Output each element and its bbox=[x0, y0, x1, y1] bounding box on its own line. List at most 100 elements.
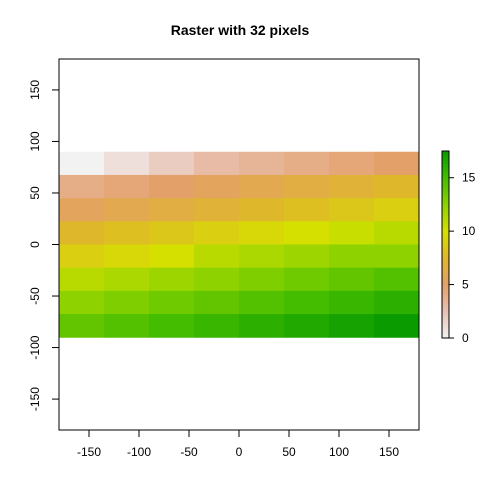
raster-cell bbox=[104, 290, 150, 315]
legend-swatch bbox=[442, 325, 449, 330]
legend-swatch bbox=[442, 316, 449, 320]
raster-cell bbox=[59, 221, 105, 245]
raster-cell bbox=[374, 198, 420, 222]
legend-swatch bbox=[442, 166, 449, 171]
raster-cell bbox=[329, 198, 375, 222]
legend-swatch bbox=[442, 188, 449, 193]
raster-cell bbox=[104, 267, 150, 292]
legend-swatch bbox=[442, 151, 449, 155]
legend-swatch bbox=[442, 219, 449, 224]
raster-cell bbox=[59, 244, 105, 269]
legend-frame bbox=[441, 150, 450, 339]
legend-swatch bbox=[442, 309, 449, 314]
x-tick-label: 50 bbox=[282, 445, 296, 459]
raster-cell bbox=[149, 290, 195, 315]
legend-swatch bbox=[442, 253, 449, 258]
raster-cell bbox=[194, 174, 240, 199]
raster-cell bbox=[284, 221, 330, 245]
legend-swatch bbox=[442, 185, 449, 189]
raster-cell bbox=[59, 267, 105, 292]
legend-swatch bbox=[442, 157, 449, 161]
raster-cell bbox=[149, 221, 195, 245]
legend-swatch bbox=[442, 291, 449, 295]
raster-cell bbox=[239, 290, 285, 315]
y-tick-label: -100 bbox=[28, 335, 42, 359]
raster-cell bbox=[329, 151, 375, 176]
legend-swatch bbox=[442, 207, 449, 211]
y-tick-label: 150 bbox=[28, 80, 42, 100]
legend-swatch bbox=[442, 266, 449, 270]
raster-cell bbox=[329, 290, 375, 315]
raster-cell bbox=[284, 151, 330, 176]
raster-cell bbox=[284, 290, 330, 315]
legend-tick-label: 5 bbox=[462, 278, 469, 292]
legend-swatch bbox=[442, 275, 449, 280]
raster-cell bbox=[59, 314, 105, 338]
legend-swatch bbox=[442, 303, 449, 308]
raster-cell bbox=[374, 290, 420, 315]
raster-cell bbox=[239, 221, 285, 245]
raster-cell bbox=[149, 174, 195, 199]
legend-swatch bbox=[442, 269, 449, 274]
legend-swatch bbox=[442, 260, 449, 264]
x-tick-label: -150 bbox=[77, 445, 101, 459]
legend-tick-label: 15 bbox=[462, 171, 476, 185]
raster-cell bbox=[284, 198, 330, 222]
raster-cell bbox=[329, 221, 375, 245]
raster-cell bbox=[329, 244, 375, 269]
x-axis: -150 -100 -50 0 50 100 150 bbox=[77, 429, 399, 459]
legend-swatch bbox=[442, 241, 449, 245]
raster-cell bbox=[149, 151, 195, 176]
raster-cell bbox=[59, 198, 105, 222]
legend-swatch bbox=[442, 297, 449, 302]
legend-swatch bbox=[442, 306, 449, 311]
legend-swatch bbox=[442, 300, 449, 305]
raster-cell bbox=[329, 267, 375, 292]
raster-cell bbox=[194, 151, 240, 176]
raster-cell bbox=[194, 314, 240, 338]
legend-swatch bbox=[442, 216, 449, 221]
raster-cell bbox=[194, 290, 240, 315]
legend-swatch bbox=[442, 154, 449, 158]
raster-cell bbox=[284, 174, 330, 199]
raster-cell bbox=[59, 151, 105, 176]
raster-cell bbox=[239, 174, 285, 199]
raster-cell bbox=[104, 198, 150, 222]
legend-swatch bbox=[442, 263, 449, 267]
legend-swatch bbox=[442, 244, 449, 249]
raster-cell bbox=[104, 221, 150, 245]
legend-swatch bbox=[442, 334, 449, 339]
y-tick-label: -50 bbox=[28, 287, 42, 305]
legend-swatch bbox=[442, 169, 449, 174]
legend-swatch bbox=[442, 313, 449, 317]
legend-swatch bbox=[442, 250, 449, 255]
y-tick-label: -150 bbox=[28, 387, 42, 411]
legend-swatch bbox=[442, 281, 449, 286]
raster-cell bbox=[239, 151, 285, 176]
raster-cell bbox=[374, 174, 420, 199]
legend-swatch bbox=[442, 172, 449, 177]
raster-cell bbox=[239, 244, 285, 269]
raster-cell bbox=[149, 314, 195, 338]
raster-cell bbox=[239, 314, 285, 338]
legend-swatch bbox=[442, 235, 449, 239]
legend-swatch bbox=[442, 160, 449, 164]
legend-swatch bbox=[442, 182, 449, 186]
legend-swatch bbox=[442, 288, 449, 292]
raster-cell bbox=[104, 174, 150, 199]
raster-cell bbox=[104, 244, 150, 269]
legend-swatch bbox=[442, 163, 449, 168]
raster-cell bbox=[329, 174, 375, 199]
raster-cell bbox=[374, 267, 420, 292]
legend-swatch bbox=[442, 175, 449, 180]
legend-swatch bbox=[442, 247, 449, 252]
raster-cell bbox=[284, 244, 330, 269]
raster-cell bbox=[194, 221, 240, 245]
raster-cell bbox=[59, 174, 105, 199]
legend-swatch bbox=[442, 194, 449, 199]
raster-cell bbox=[239, 198, 285, 222]
legend-swatch bbox=[442, 210, 449, 214]
x-tick-label: -50 bbox=[180, 445, 198, 459]
raster-cell bbox=[374, 151, 420, 176]
